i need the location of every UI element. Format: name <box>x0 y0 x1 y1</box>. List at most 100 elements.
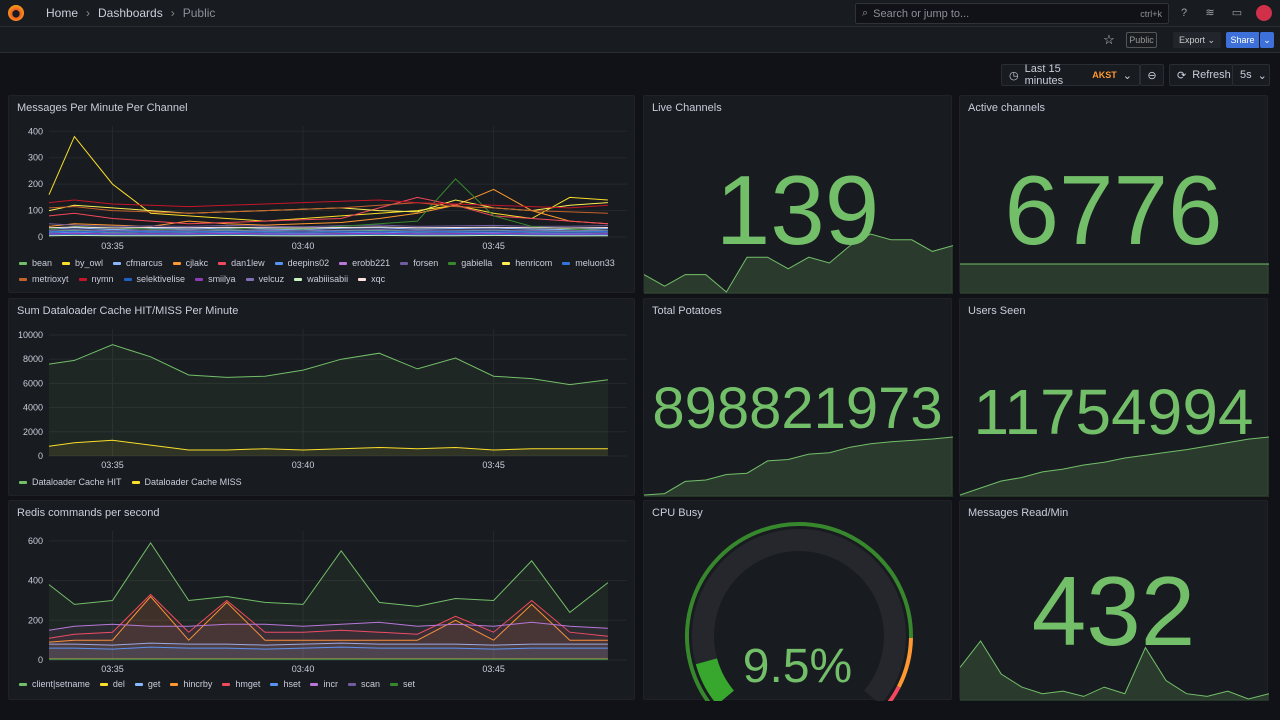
legend-item[interactable]: get <box>134 679 160 689</box>
x-tick-label: 03:45 <box>482 664 505 674</box>
legend-swatch <box>19 277 27 281</box>
legend-item[interactable]: smiilya <box>195 274 236 284</box>
panel-title: Users Seen <box>968 305 1026 317</box>
legend-label: hset <box>283 679 301 689</box>
legend-label: forsen <box>413 258 439 268</box>
legend-item[interactable]: forsen <box>400 258 438 268</box>
refresh-label: Refresh <box>1192 69 1231 81</box>
y-tick-label: 8000 <box>23 354 43 364</box>
panel-title: Messages Read/Min <box>968 507 1069 519</box>
breadcrumb-home[interactable]: Home <box>46 6 79 20</box>
share-button[interactable]: Share <box>1226 32 1259 48</box>
legend-item[interactable]: gabiella <box>448 258 492 268</box>
panel-title: Sum Dataloader Cache HIT/MISS Per Minute <box>17 305 239 317</box>
legend-item[interactable]: scan <box>347 679 380 689</box>
legend-item[interactable]: by_owl <box>62 258 103 268</box>
legend-item[interactable]: cfmarcus <box>113 258 163 268</box>
star-icon[interactable]: ☆ <box>1103 32 1115 47</box>
sparkline-area <box>960 437 1269 497</box>
legend-item[interactable]: deepins02 <box>274 258 330 268</box>
legend-swatch <box>134 682 143 686</box>
legend-swatch <box>62 261 71 265</box>
y-tick-label: 10000 <box>18 330 43 340</box>
x-tick-label: 03:45 <box>482 460 505 470</box>
chevron-down-icon: ⌄ <box>1122 69 1132 82</box>
legend-item[interactable]: bean <box>19 258 52 268</box>
export-button[interactable]: Export ⌄ <box>1173 32 1221 48</box>
chevron-down-icon: ⌄ <box>1257 69 1267 82</box>
legend-label: Dataloader Cache HIT <box>32 477 122 487</box>
search-icon: ⌕ <box>862 7 869 19</box>
avatar[interactable] <box>1256 5 1272 21</box>
series-line-cfmarcus <box>48 227 608 231</box>
x-tick-label: 03:40 <box>292 460 315 470</box>
series-area <box>49 594 608 660</box>
legend-item[interactable]: Dataloader Cache HIT <box>19 477 122 487</box>
x-tick-label: 03:40 <box>292 664 315 674</box>
legend-item[interactable]: metrioxyt <box>19 274 69 284</box>
refresh-button[interactable]: ⟳ Refresh <box>1169 64 1233 86</box>
legend-swatch <box>562 261 571 265</box>
grafana-logo[interactable] <box>8 5 24 21</box>
panel-title: Total Potatoes <box>652 305 722 317</box>
series-line-hset <box>49 646 608 650</box>
help-icon[interactable]: ? <box>1180 7 1188 19</box>
legend-label: erobb221 <box>352 258 391 268</box>
legend-item[interactable]: hincrby <box>170 679 212 689</box>
legend-item[interactable]: nymn <box>78 274 114 284</box>
stat-value: 139 <box>715 155 880 265</box>
legend-item[interactable]: hmget <box>222 679 260 689</box>
legend-item[interactable]: cjlakc <box>172 258 208 268</box>
stat-value: 898821973 <box>652 376 943 441</box>
legend-label: gabiella <box>461 258 493 268</box>
series-line-Dataloader Cache MISS <box>48 439 608 451</box>
legend-item[interactable]: dan1lew <box>218 258 265 268</box>
breadcrumb-dashboards[interactable]: Dashboards <box>98 6 163 20</box>
legend-item[interactable]: erobb221 <box>339 258 390 268</box>
refresh-interval-picker[interactable]: 5s ⌄ <box>1232 64 1270 86</box>
legend-label: incr <box>323 679 338 689</box>
chevron-right-icon: › <box>170 6 175 20</box>
legend-item[interactable]: del <box>99 679 125 689</box>
sparkline-line <box>960 436 1269 496</box>
refresh-icon: ⟳ <box>1177 69 1187 82</box>
legend-item[interactable]: velcuz <box>245 274 284 284</box>
legend-item[interactable]: incr <box>310 679 338 689</box>
monitor-icon[interactable]: ▭ <box>1231 7 1243 19</box>
time-range-picker[interactable]: ◷ Last 15 minutes AKST ⌄ <box>1001 63 1140 87</box>
top-nav: Home › Dashboards › Public ⌕ Search or jump… <box>0 0 1280 27</box>
search-input[interactable]: ⌕ Search or jump to... ctrl+k <box>855 3 1169 24</box>
zoom-out-button[interactable]: ⊖ <box>1140 64 1164 86</box>
legend-item[interactable]: client|setname <box>19 679 90 689</box>
series-area <box>49 344 608 456</box>
stat-active-channels: Active channels 6776 <box>959 95 1269 294</box>
y-tick-label: 600 <box>28 536 43 546</box>
legend-swatch <box>78 277 87 281</box>
panel-title: Redis commands per second <box>17 507 160 519</box>
legend-label: deepins02 <box>287 258 330 268</box>
rss-icon[interactable]: ≋ <box>1205 7 1215 19</box>
y-tick-label: 400 <box>28 126 43 136</box>
legend-item[interactable]: henricom <box>502 258 552 268</box>
share-dropdown-chevron-icon[interactable]: ⌄ <box>1260 32 1274 48</box>
series-line-xqc <box>48 226 608 229</box>
legend-swatch <box>131 480 140 484</box>
legend-swatch <box>172 261 181 265</box>
legend-item[interactable]: Dataloader Cache MISS <box>131 477 242 487</box>
legend-label: meluon33 <box>575 258 615 268</box>
legend-item[interactable]: wabiiisabii <box>294 274 348 284</box>
x-tick-label: 03:35 <box>101 241 124 251</box>
legend-item[interactable]: set <box>389 679 415 689</box>
legend-swatch <box>245 277 254 281</box>
legend-item[interactable]: xqc <box>358 274 385 284</box>
legend-label: nymn <box>91 274 114 284</box>
legend-item[interactable]: meluon33 <box>562 258 615 268</box>
gauge-threshold-band <box>897 637 913 688</box>
y-tick-label: 0 <box>38 232 43 242</box>
stat-value: 6776 <box>1004 155 1223 265</box>
legend-item[interactable]: selektivelise <box>123 274 185 284</box>
series-line-hincrby <box>48 595 608 643</box>
legend-label: set <box>402 679 415 689</box>
legend-item[interactable]: hset <box>270 679 300 689</box>
sparkline <box>644 436 953 497</box>
